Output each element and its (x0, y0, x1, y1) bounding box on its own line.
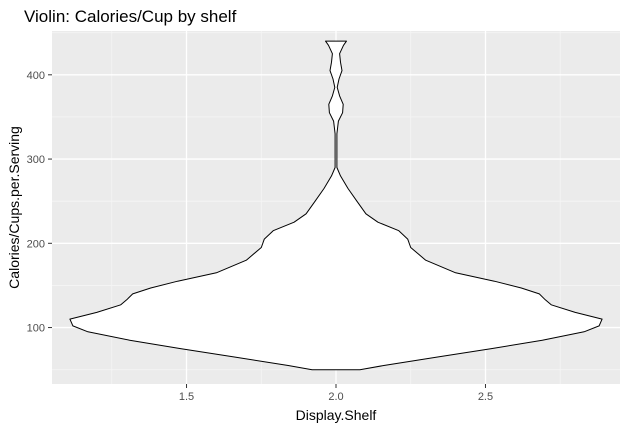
y-tick-label: 200 (27, 238, 45, 250)
x-tick-label: 2.5 (478, 391, 493, 403)
axis-ticks: 1.5 2.0 2.5 100 200 300 400 (27, 70, 493, 403)
violin-shape (69, 40, 603, 371)
x-tick-label: 2.0 (328, 391, 343, 403)
violin-layer (69, 40, 603, 371)
chart-title: Violin: Calories/Cup by shelf (24, 7, 237, 26)
y-tick-label: 300 (27, 154, 45, 166)
y-tick-label: 400 (27, 70, 45, 82)
y-axis-title: Calories/Cups.per.Serving (6, 126, 22, 289)
x-axis-title: Display.Shelf (296, 407, 377, 423)
x-tick-label: 1.5 (179, 391, 194, 403)
y-tick-label: 100 (27, 323, 45, 335)
